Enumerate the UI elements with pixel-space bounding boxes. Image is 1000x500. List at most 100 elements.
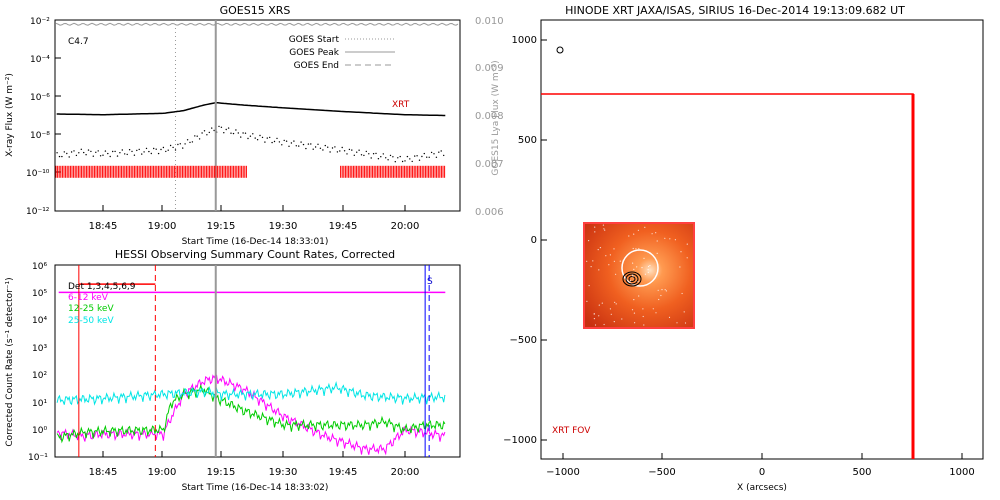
xray-short-dot [179,143,181,145]
xray-short-dot [273,140,276,143]
y-tick-label: 10³ [32,344,47,354]
x-tick-label: 19:45 [329,221,358,232]
noise-dot [686,257,688,259]
xray-short-dot [184,143,186,145]
xray-short-dot [237,132,239,134]
noise-dot [644,226,646,228]
xray-short-dot [174,149,177,151]
x-tick-label: 500 [852,467,871,478]
noise-dot [634,322,636,324]
xray-short-dot [109,155,111,158]
x-tick-label: 18:45 [89,467,118,478]
noise-dot [593,318,596,320]
xrt-image-inset [583,222,695,329]
xray-short-dot [317,143,319,145]
xray-short-dot [92,155,95,157]
noise-dot [655,232,657,234]
xray-short-dot [126,153,128,156]
noise-dot [621,318,623,320]
goes-right-axis: 0.010 0.009 0.008 0.007 0.006 [475,16,504,218]
hessi-x-ticks: 18:45 19:00 19:15 19:30 19:45 20:00 [89,467,420,478]
goes-title: GOES15 XRS [220,4,291,17]
xrt-tick-marks [541,39,963,459]
xray-short-dot [104,150,107,152]
xray-short-dot [399,155,401,158]
xray-short-dot [435,156,438,158]
x-tick-label: −500 [648,467,675,478]
legend-goes-start: GOES Start [289,35,340,45]
image-noise-dots [586,224,688,326]
y-tick-label: 10⁴ [32,316,47,326]
noise-dot [686,243,688,245]
xray-short-dot [143,151,145,153]
noise-dot [633,233,635,235]
xray-short-dot [68,156,70,158]
xray-short-dot [73,150,75,152]
xray-short-dot [404,160,406,162]
xray-short-dot [230,132,232,134]
x-tick-label: 19:45 [329,467,358,478]
noise-dot [602,224,605,226]
noise-dot [674,239,677,241]
noise-dot [619,260,621,262]
xray-short-dot [247,137,249,140]
xray-short-dot [418,159,421,161]
xray-short-dot [160,148,162,151]
legend-goes-peak: GOES Peak [289,48,339,58]
noise-dot [642,315,644,318]
noise-dot [588,285,590,287]
noise-dot [590,266,592,268]
xray-short-dot [360,154,363,156]
y2-tick-label: 0.008 [475,111,504,122]
xray-short-dot [314,146,317,148]
xrt-fov-label: XRT FOV [552,426,591,436]
noise-dot [661,289,663,291]
y-tick-label: 500 [518,135,537,146]
x-tick-label: 19:30 [269,467,298,478]
xray-short-dot [201,132,203,134]
xray-short-dot [302,143,305,146]
xray-short-dot [319,147,322,149]
xray-short-dot [131,150,133,153]
legend-det: Det 1,3,4,5,6,9 [68,282,136,292]
xray-short-dot [206,134,208,136]
xray-short-dot [341,146,343,149]
noise-dot [598,315,600,317]
noise-dot [598,269,600,271]
x-tick-label: 19:00 [148,467,177,478]
y-tick-label: 10⁻¹² [26,207,50,217]
x-tick-label: 20:00 [391,467,420,478]
xray-short-dot [443,154,445,157]
xray-short-dot [389,154,392,157]
noise-dot [603,323,605,326]
xray-short-dot [99,155,102,157]
xrt-image [583,222,695,329]
noise-dot [643,324,645,326]
xray-short-dot [334,146,336,148]
noise-dot [597,249,599,251]
noise-dot [609,254,612,256]
xray-short-dot [75,154,78,157]
noise-dot [601,302,603,304]
noise-dot [629,280,632,282]
series-12-25-kev [56,383,446,444]
x-tick-label: 0 [759,467,765,478]
xray-short-dot [145,147,148,150]
y2-tick-label: 0.006 [475,207,504,218]
goes-y2-label: GOES15 Lya Flux (W m⁻²) [491,60,501,175]
xray-short-dot [235,129,237,131]
noise-dot [598,304,600,306]
y-tick-label: 10⁶ [32,262,47,272]
noise-dot [592,260,594,262]
noise-dot [613,321,615,323]
noise-dot [647,265,650,268]
noise-dot [636,266,638,268]
xray-short-dot [428,156,430,158]
goes-legend: GOES Start GOES Peak GOES End [289,35,395,71]
noise-dot [633,299,635,301]
xray-short-dot [365,150,367,153]
xray-short-dot [254,137,256,139]
xray-short-dot [406,155,409,158]
xray-short-dot [80,148,83,150]
